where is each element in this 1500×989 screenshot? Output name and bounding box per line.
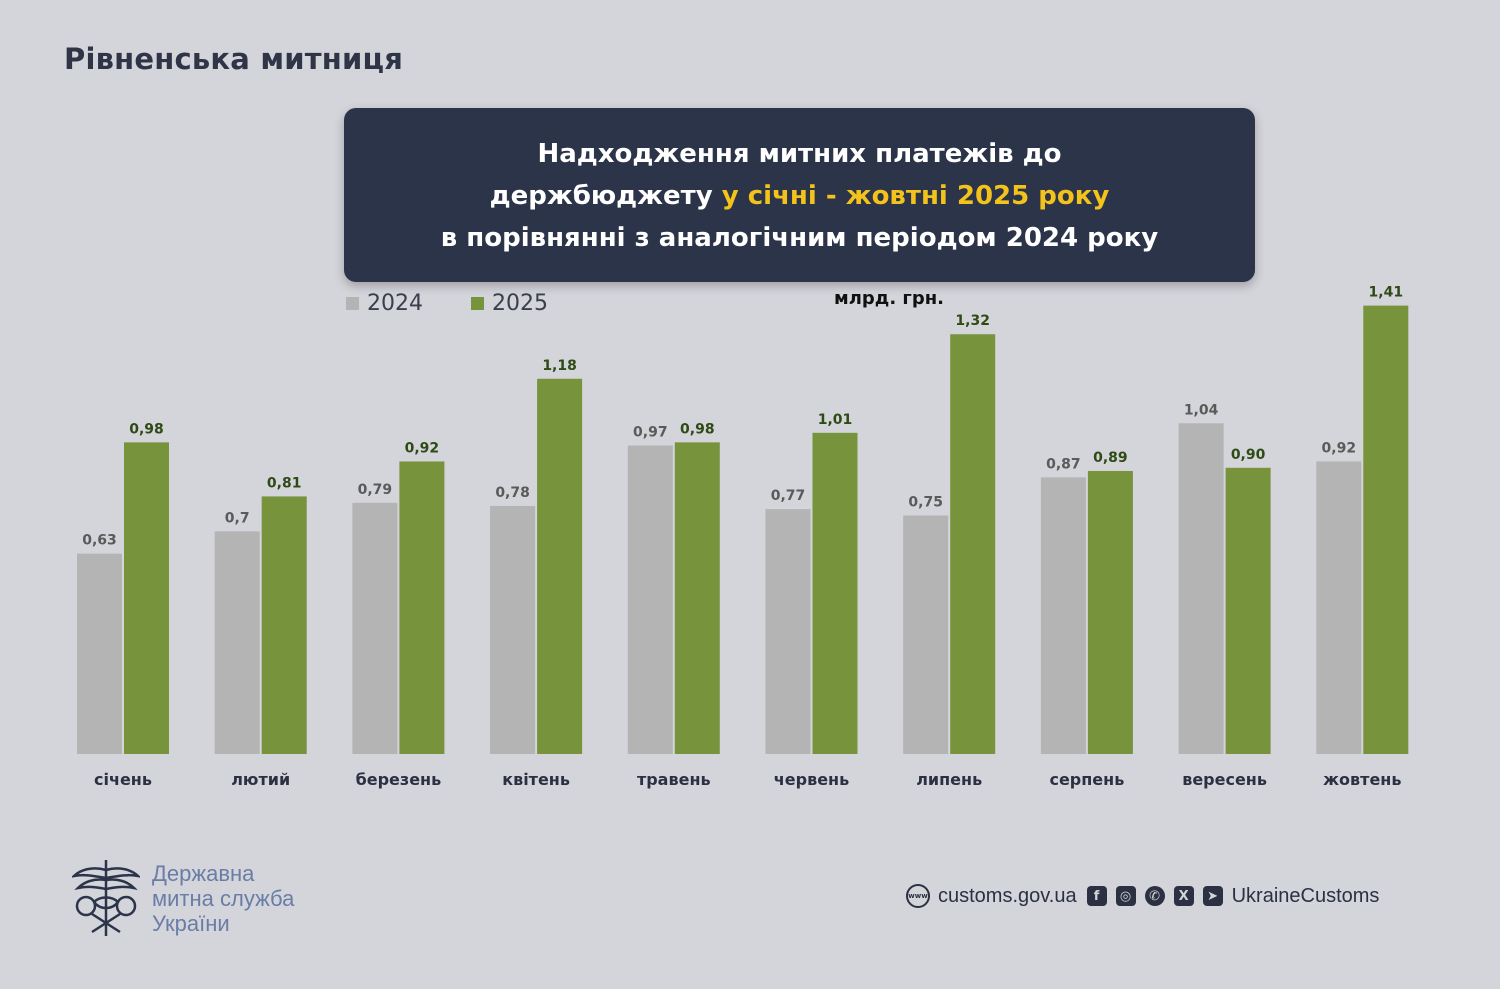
- title-line-1: Надходження митних платежів до: [537, 139, 1062, 169]
- data-label-2024-4: 0,78: [495, 485, 530, 501]
- legend-item-2024: 2024: [346, 291, 423, 316]
- bar-2025-8: [1087, 470, 1133, 754]
- data-label-2025-9: 0,90: [1231, 447, 1266, 463]
- bar-2025-6: [812, 432, 858, 754]
- category-label-1: січень: [94, 770, 152, 789]
- data-label-2025-1: 0,98: [129, 421, 164, 437]
- data-label-2025-4: 1,18: [542, 358, 577, 374]
- data-label-2025-6: 1,01: [818, 412, 853, 428]
- website-link[interactable]: customs.gov.ua: [938, 884, 1077, 907]
- title-line-2-highlight: у січні - жовтні 2025 року: [721, 181, 1110, 211]
- legend-swatch-2024: [346, 297, 359, 310]
- title-line-2-plain: держбюджету: [489, 181, 722, 211]
- bar-2024-5: [627, 445, 673, 754]
- data-label-2024-3: 0,79: [358, 482, 393, 498]
- data-label-2024-2: 0,7: [225, 510, 250, 526]
- bar-2025-10: [1363, 305, 1409, 754]
- bar-2024-7: [903, 515, 949, 754]
- legend-swatch-2025: [471, 297, 484, 310]
- org-name-line-3: України: [152, 911, 230, 936]
- data-label-2025-8: 0,89: [1093, 450, 1128, 466]
- data-label-2025-7: 1,32: [955, 313, 990, 329]
- bar-chart: 0,63 0,98 січень 0,7 0,81 лютий 0,79 0,92 березе…: [77, 285, 1409, 789]
- telegram-icon[interactable]: ➤: [1202, 886, 1223, 906]
- bar-2025-9: [1225, 467, 1271, 754]
- data-label-2024-5: 0,97: [633, 425, 668, 441]
- org-title: Рівненська митниця: [64, 42, 404, 76]
- category-label-2: лютий: [231, 770, 290, 789]
- customs-emblem-icon: [72, 860, 140, 936]
- data-label-2024-1: 0,63: [82, 533, 117, 549]
- org-name: Державна митна служба України: [152, 861, 294, 936]
- social-handle[interactable]: UkraineCustoms: [1231, 884, 1380, 907]
- bar-2024-10: [1316, 461, 1362, 754]
- bar-2024-9: [1178, 423, 1224, 754]
- legend-label-2024: 2024: [367, 291, 423, 316]
- facebook-icon[interactable]: f: [1086, 886, 1107, 906]
- globe-icon: www: [906, 884, 930, 908]
- category-label-10: жовтень: [1323, 770, 1401, 789]
- legend-label-2025: 2025: [492, 291, 548, 316]
- category-label-7: липень: [916, 770, 982, 789]
- chart-title-box: Надходження митних платежів до держбюдже…: [344, 108, 1255, 282]
- instagram-icon[interactable]: ◎: [1115, 886, 1136, 906]
- data-label-2025-10: 1,41: [1369, 285, 1404, 301]
- bar-2025-4: [537, 378, 583, 754]
- org-name-line-1: Державна: [152, 861, 255, 886]
- data-label-2024-7: 0,75: [908, 495, 943, 511]
- category-label-3: березень: [356, 770, 442, 789]
- bar-2025-1: [124, 442, 169, 754]
- legend-item-2025: 2025: [471, 291, 548, 316]
- x-icon[interactable]: X: [1173, 886, 1194, 906]
- category-label-8: серпень: [1049, 770, 1124, 789]
- unit-label: млрд. грн.: [834, 288, 944, 309]
- data-label-2024-8: 0,87: [1046, 456, 1081, 472]
- data-label-2024-9: 1,04: [1184, 402, 1219, 418]
- data-label-2024-6: 0,77: [771, 488, 806, 504]
- org-name-line-2: митна служба: [152, 886, 295, 911]
- bar-2024-4: [490, 505, 536, 754]
- title-line-3: в порівнянні з аналогічним періодом 2024…: [440, 223, 1159, 253]
- bar-2025-5: [674, 442, 720, 754]
- category-label-5: травень: [637, 770, 711, 789]
- title-line-2: держбюджету у січні - жовтні 2025 року: [344, 175, 1255, 217]
- bar-2025-3: [399, 461, 445, 754]
- whatsapp-icon[interactable]: ✆: [1144, 886, 1165, 906]
- data-label-2025-5: 0,98: [680, 421, 715, 437]
- data-label-2024-10: 0,92: [1322, 440, 1357, 456]
- category-label-4: квітень: [502, 770, 570, 789]
- bar-2024-8: [1040, 477, 1086, 754]
- footer-contacts: www customs.gov.ua f ◎ ✆ X ➤ UkraineCust…: [906, 884, 1379, 908]
- category-label-6: червень: [774, 770, 849, 789]
- bar-2025-2: [261, 496, 307, 754]
- bar-2025-7: [950, 334, 996, 754]
- bar-2024-6: [765, 509, 811, 754]
- data-label-2025-3: 0,92: [405, 440, 440, 456]
- bar-2024-2: [214, 531, 260, 754]
- bar-2024-3: [352, 502, 398, 754]
- category-label-9: вересень: [1182, 770, 1267, 789]
- bar-2024-1: [77, 553, 122, 754]
- data-label-2025-2: 0,81: [267, 475, 302, 491]
